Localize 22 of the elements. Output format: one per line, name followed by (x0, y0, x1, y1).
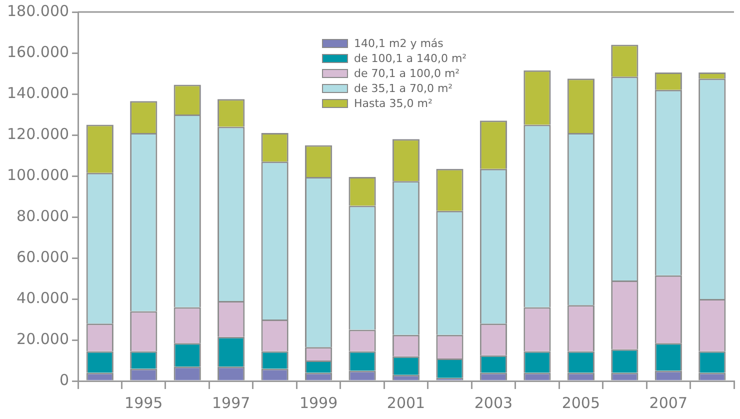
legend-label: 140,1 m2 y más (354, 36, 444, 51)
x-tick-label: 2007 (649, 394, 688, 412)
y-tick-label: 140.000 (7, 84, 70, 102)
legend-label: de 70,1 a 100,0 m² (354, 66, 460, 81)
y-tick-label: 60.000 (16, 248, 70, 266)
y-tick-label: 40.000 (16, 288, 70, 307)
y-tick-label: 80.000 (16, 206, 70, 225)
legend-label: Hasta 35,0 m² (354, 96, 432, 111)
x-tick-label: 1995 (124, 394, 163, 412)
y-tick-label: 180.000 (7, 2, 70, 20)
x-tick-label: 1999 (299, 394, 338, 412)
y-tick-label: 20.000 (16, 330, 70, 348)
legend-label: de 100,1 a 140,0 m² (354, 51, 467, 66)
x-tick-label: 2001 (386, 394, 426, 412)
y-tick-label: 160.000 (7, 42, 70, 61)
x-tick-label: 2005 (562, 394, 600, 412)
y-tick-label: 0 (59, 370, 70, 389)
x-tick-label: 2003 (474, 394, 513, 412)
legend-label: de 35,1 a 70,0 m² (354, 81, 453, 96)
y-tick-label: 120.000 (7, 124, 70, 143)
x-tick-label: 1997 (212, 394, 250, 412)
y-tick-label: 100.000 (7, 166, 70, 184)
